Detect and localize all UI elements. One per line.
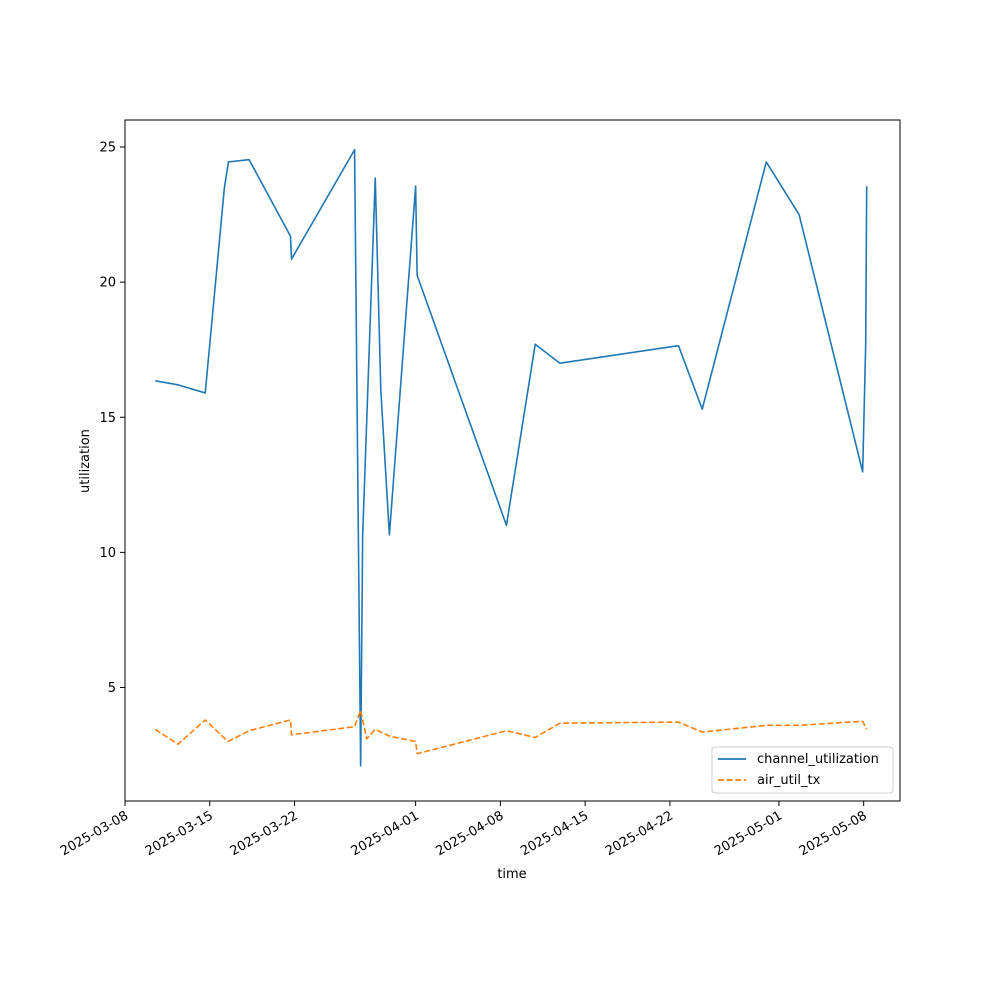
plot-frame <box>124 119 901 802</box>
y-axis-label: utilization <box>78 429 93 493</box>
y-tick-label-15: 15 <box>99 411 116 426</box>
legend-label-air-util-tx: air_util_tx <box>757 773 821 788</box>
legend-box <box>711 746 894 794</box>
y-axis: 5 10 15 20 25 <box>99 141 125 696</box>
legend-label-channel-utilization: channel_utilization <box>757 752 879 767</box>
series-layer <box>154 148 868 767</box>
y-tick-label-10: 10 <box>99 546 116 561</box>
series-line-air-util-tx <box>154 709 868 755</box>
legend: channel_utilization air_util_tx <box>711 746 894 794</box>
y-tick-label-20: 20 <box>99 276 116 291</box>
series-line-channel-utilization <box>155 148 868 767</box>
y-tick-label-25: 25 <box>99 141 116 156</box>
x-axis-label: time <box>497 867 526 882</box>
y-tick-label-5: 5 <box>108 681 116 696</box>
